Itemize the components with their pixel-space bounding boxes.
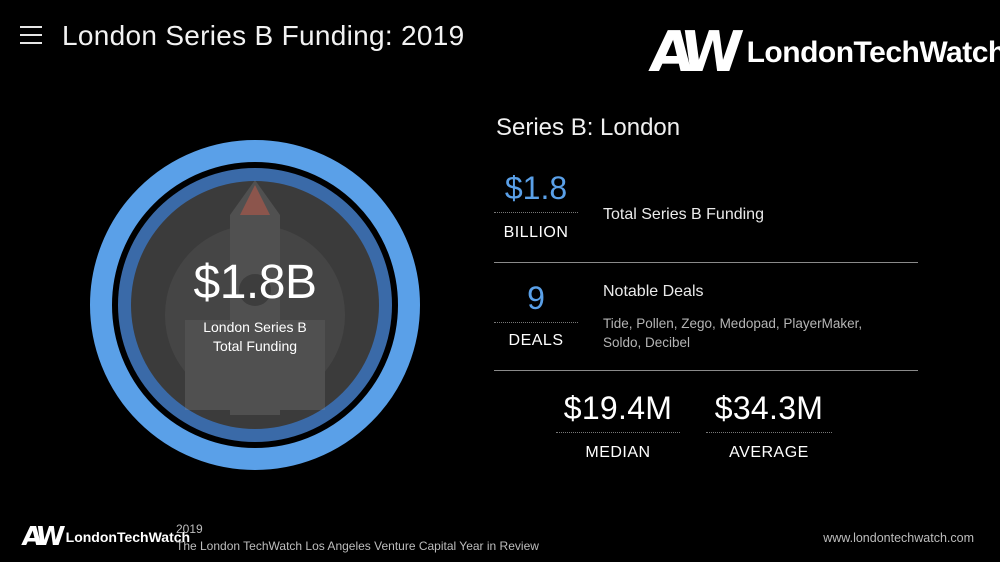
footer-logo[interactable]: AW LondonTechWatch: [20, 522, 191, 552]
section-title: Series B: London: [496, 114, 681, 141]
divider-line: [494, 262, 918, 263]
hamburger-icon-bar: [20, 26, 42, 28]
footer-description: The London TechWatch Los Angeles Venture…: [176, 539, 539, 553]
notable-deals-label: Notable Deals: [603, 283, 704, 300]
divider-line: [494, 370, 918, 371]
donut-center: [131, 181, 379, 429]
total-funding-label: Total Series B Funding: [603, 206, 764, 223]
median-label: MEDIAN: [585, 444, 651, 461]
brand-logo[interactable]: AW LondonTechWatch: [646, 20, 1000, 85]
tower-roof-icon: [240, 185, 270, 215]
divider-dotted: [706, 432, 832, 433]
logo-text: LondonTechWatch: [746, 36, 1000, 69]
page-title: London Series B Funding: 2019: [62, 20, 465, 51]
divider-dotted: [494, 212, 578, 213]
footer-logo-mark: AW: [20, 522, 62, 552]
footer-logo-text: LondonTechWatch: [65, 529, 191, 545]
donut-caption: London Series B Total Funding: [90, 318, 420, 356]
total-funding-unit: BILLION: [503, 224, 569, 241]
hamburger-menu-button[interactable]: [20, 26, 42, 46]
deals-count-unit: DEALS: [508, 332, 564, 349]
donut-caption-line2: Total Funding: [212, 338, 298, 354]
donut-outer-ring: [90, 140, 420, 470]
divider-dotted: [556, 432, 680, 433]
median-value: $19.4M: [563, 390, 673, 426]
big-ben-illustration: [165, 180, 345, 415]
logo-mark: AW: [646, 20, 737, 85]
hamburger-icon-bar: [20, 42, 42, 44]
divider-dotted: [494, 322, 578, 323]
notable-deals-list: Tide, Pollen, Zego, Medopad, PlayerMaker…: [603, 316, 863, 350]
deals-count-number: 9: [527, 280, 545, 316]
footer-url-link[interactable]: www.londontechwatch.com: [823, 531, 974, 545]
footer-year: 2019: [176, 522, 203, 536]
donut-total-value: $1.8B: [193, 256, 317, 309]
average-value: $34.3M: [714, 390, 824, 426]
hamburger-icon-bar: [20, 34, 42, 36]
funding-donut: [90, 140, 420, 470]
donut-caption-line1: London Series B: [203, 319, 307, 335]
average-label: AVERAGE: [729, 444, 809, 461]
total-funding-number: $1.8: [504, 170, 568, 206]
